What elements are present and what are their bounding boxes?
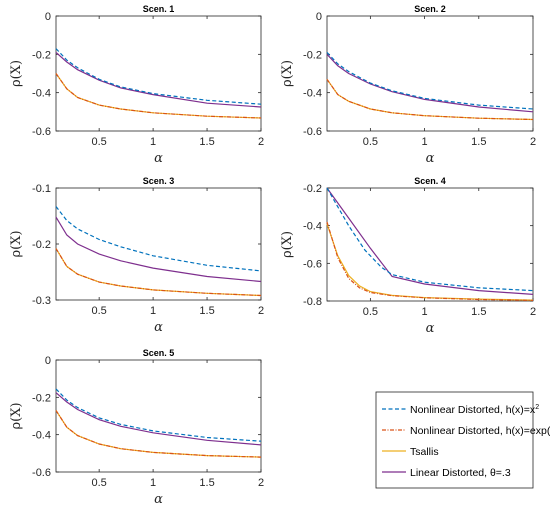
x-tick-label: 1.5 bbox=[199, 477, 214, 489]
series-line-s1 bbox=[55, 388, 262, 442]
subplot-1: 0.5 1 1.5 2 0 -0.2 -0.4 -0.6 Scen. 1 α ρ(X) bbox=[9, 4, 264, 166]
y-tick-label: -0.3 bbox=[32, 295, 51, 307]
y-tick-label: -0.6 bbox=[32, 126, 51, 138]
y-tick-label: -0.4 bbox=[32, 88, 51, 100]
x-tick-label: 2 bbox=[258, 477, 264, 489]
y-tick-label: 0 bbox=[316, 11, 322, 23]
y-tick-label: -0.8 bbox=[303, 296, 322, 308]
x-axis-label: α bbox=[426, 321, 435, 336]
x-tick-label: 1 bbox=[150, 136, 156, 148]
legend-label-s4: Linear Distorted, θ=.3 bbox=[410, 467, 511, 479]
x-axis-label: α bbox=[154, 492, 163, 507]
series-line-s3 bbox=[55, 248, 262, 297]
x-tick-label: 0.5 bbox=[92, 136, 107, 148]
x-tick-label: 1.5 bbox=[199, 305, 214, 317]
y-axis-label: ρ(X) bbox=[280, 231, 295, 258]
subplot-2: 0.5 1 1.5 2 0 -0.2 -0.4 -0.6 Scen. 2 α ρ(X) bbox=[280, 4, 536, 166]
series-line-s1 bbox=[55, 206, 262, 272]
legend: Nonlinear Distorted, h(x)=x2 Nonlinear Di… bbox=[375, 391, 550, 489]
axes-box bbox=[326, 15, 534, 132]
subplot-3: 0.5 1 1.5 2 -0.1 -0.2 -0.3 Scen. 3 α ρ(X) bbox=[9, 176, 264, 335]
y-tick-label: -0.2 bbox=[303, 183, 322, 195]
x-tick-label: 2 bbox=[530, 306, 536, 318]
axes-box bbox=[55, 15, 262, 132]
x-tick-label: 1.5 bbox=[199, 136, 214, 148]
x-tick-label: 2 bbox=[258, 136, 264, 148]
series-line-s4 bbox=[55, 51, 262, 108]
y-axis-label: ρ(X) bbox=[9, 230, 24, 257]
x-tick-label: 0.5 bbox=[363, 136, 378, 148]
x-tick-label: 1 bbox=[422, 306, 428, 318]
subplot-title: Scen. 4 bbox=[414, 176, 446, 186]
y-tick-label: -0.4 bbox=[32, 430, 51, 442]
y-tick-label: -0.1 bbox=[32, 183, 51, 195]
y-tick-label: -0.2 bbox=[32, 49, 51, 61]
x-tick-label: 0.5 bbox=[92, 477, 107, 489]
subplot-title: Scen. 5 bbox=[143, 348, 175, 358]
series-line-s4 bbox=[326, 187, 534, 295]
y-axis-label: ρ(X) bbox=[280, 60, 295, 87]
x-tick-label: 1.5 bbox=[471, 306, 486, 318]
series-line-s1 bbox=[326, 187, 534, 292]
series-line-s1 bbox=[326, 51, 534, 110]
axes-box bbox=[55, 359, 262, 473]
series-line-s2 bbox=[55, 410, 262, 458]
series-line-s2 bbox=[326, 78, 534, 121]
x-tick-label: 0.5 bbox=[92, 305, 107, 317]
y-axis-label: ρ(X) bbox=[9, 60, 24, 87]
x-tick-label: 1 bbox=[150, 305, 156, 317]
x-axis-label: α bbox=[154, 151, 163, 166]
y-tick-label: 0 bbox=[45, 11, 51, 23]
y-tick-label: -0.4 bbox=[303, 221, 322, 233]
y-tick-label: -0.2 bbox=[303, 49, 322, 61]
x-tick-label: 1.5 bbox=[471, 136, 486, 148]
y-tick-label: -0.6 bbox=[303, 258, 322, 270]
subplot-5: 0.5 1 1.5 2 0 -0.2 -0.4 -0.6 Scen. 5 α ρ(X) bbox=[9, 348, 264, 507]
x-tick-label: 0.5 bbox=[363, 306, 378, 318]
legend-label-s3: Tsallis bbox=[410, 446, 439, 458]
series-line-s2 bbox=[326, 221, 534, 301]
axes-box bbox=[55, 187, 262, 301]
y-tick-label: -0.6 bbox=[32, 467, 51, 479]
legend-label-s2: Nonlinear Distorted, h(x)=exp(x)-1 bbox=[410, 425, 550, 437]
y-tick-label: -0.2 bbox=[32, 392, 51, 404]
series-line-s4 bbox=[326, 53, 534, 113]
y-tick-label: -0.6 bbox=[303, 126, 322, 138]
series-line-s4 bbox=[55, 216, 262, 283]
subplot-title: Scen. 1 bbox=[143, 4, 175, 14]
x-axis-label: α bbox=[426, 151, 435, 166]
subplot-4: 0.5 1 1.5 2 -0.2 -0.4 -0.6 -0.8 Scen. 4 α ρ(X) bbox=[280, 176, 536, 336]
y-axis-label: ρ(X) bbox=[9, 402, 24, 429]
x-tick-label: 1 bbox=[422, 136, 428, 148]
subplot-title: Scen. 2 bbox=[414, 4, 446, 14]
y-tick-label: -0.2 bbox=[32, 239, 51, 251]
x-tick-label: 2 bbox=[530, 136, 536, 148]
legend-label-s1: Nonlinear Distorted, h(x)=x2 bbox=[410, 404, 539, 416]
x-tick-label: 1 bbox=[150, 477, 156, 489]
series-line-s4 bbox=[55, 392, 262, 446]
subplot-title: Scen. 3 bbox=[143, 176, 175, 186]
series-line-s2 bbox=[55, 73, 262, 119]
y-tick-label: -0.4 bbox=[303, 88, 322, 100]
y-tick-label: 0 bbox=[45, 355, 51, 367]
x-tick-label: 2 bbox=[258, 305, 264, 317]
x-axis-label: α bbox=[154, 320, 163, 335]
